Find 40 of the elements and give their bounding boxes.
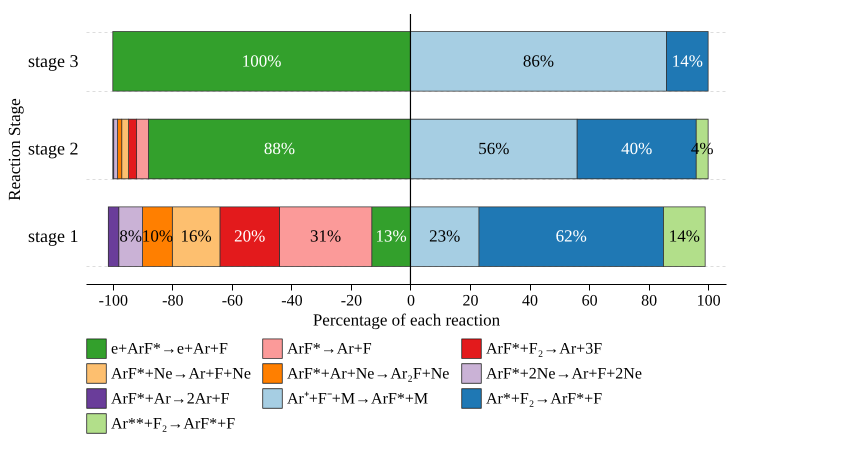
x-tick-label: 80 — [641, 292, 658, 310]
x-tick-label: 20 — [462, 292, 478, 310]
data-label: 31% — [310, 226, 342, 246]
data-label: 14% — [668, 226, 700, 246]
data-label: 86% — [522, 51, 554, 70]
x-tick-label: 60 — [582, 292, 598, 310]
y-tick-label: stage 2 — [28, 138, 78, 158]
legend-label: Ar**+F₂→ArF*+F — [111, 416, 236, 432]
data-label: 40% — [621, 139, 652, 158]
x-tick-label: -80 — [162, 292, 184, 310]
legend-label: e+ArF*→e+Ar+F — [111, 340, 228, 358]
legend-label: Ar⁺+F⁻+M→ArF*+M — [287, 390, 428, 408]
legend-label: ArF*+Ar+Ne→Ar₂F+Ne — [287, 366, 450, 382]
data-label: 13% — [376, 226, 407, 246]
y-axis-title: Reaction Stage — [5, 98, 24, 201]
legend-label: ArF*+F₂→Ar+3F — [486, 340, 602, 358]
y-tick-label: stage 1 — [28, 226, 78, 246]
data-label: 8% — [119, 226, 142, 246]
x-axis-title: Percentage of each reaction — [312, 310, 501, 330]
data-label: 20% — [234, 226, 266, 246]
legend-label: ArF*+Ar→2Ar+F — [111, 390, 230, 408]
legend-label: ArF*→Ar+F — [287, 340, 372, 358]
legend-label: ArF*+2Ne→Ar+F+2Ne — [486, 366, 642, 382]
data-label: 16% — [180, 226, 212, 246]
data-label: 88% — [264, 139, 296, 158]
x-tick-label: 100 — [696, 292, 721, 310]
data-label: 100% — [242, 51, 282, 70]
y-tick-label: stage 3 — [28, 50, 78, 71]
x-tick-label: -100 — [98, 292, 128, 310]
x-tick-label: -40 — [281, 292, 303, 310]
data-label: 23% — [429, 226, 460, 246]
data-label: 56% — [478, 139, 510, 158]
x-tick-label: -60 — [222, 292, 244, 310]
legend-label: ArF*+Ne→Ar+F+Ne — [111, 366, 251, 382]
x-tick-label: 40 — [522, 292, 538, 310]
data-label: 62% — [556, 226, 587, 246]
x-tick-label: 0 — [406, 292, 415, 310]
x-tick-label: -20 — [340, 292, 362, 310]
legend-label: Ar*+F₂→ArF*+F — [486, 390, 602, 408]
data-label: 14% — [672, 51, 703, 70]
